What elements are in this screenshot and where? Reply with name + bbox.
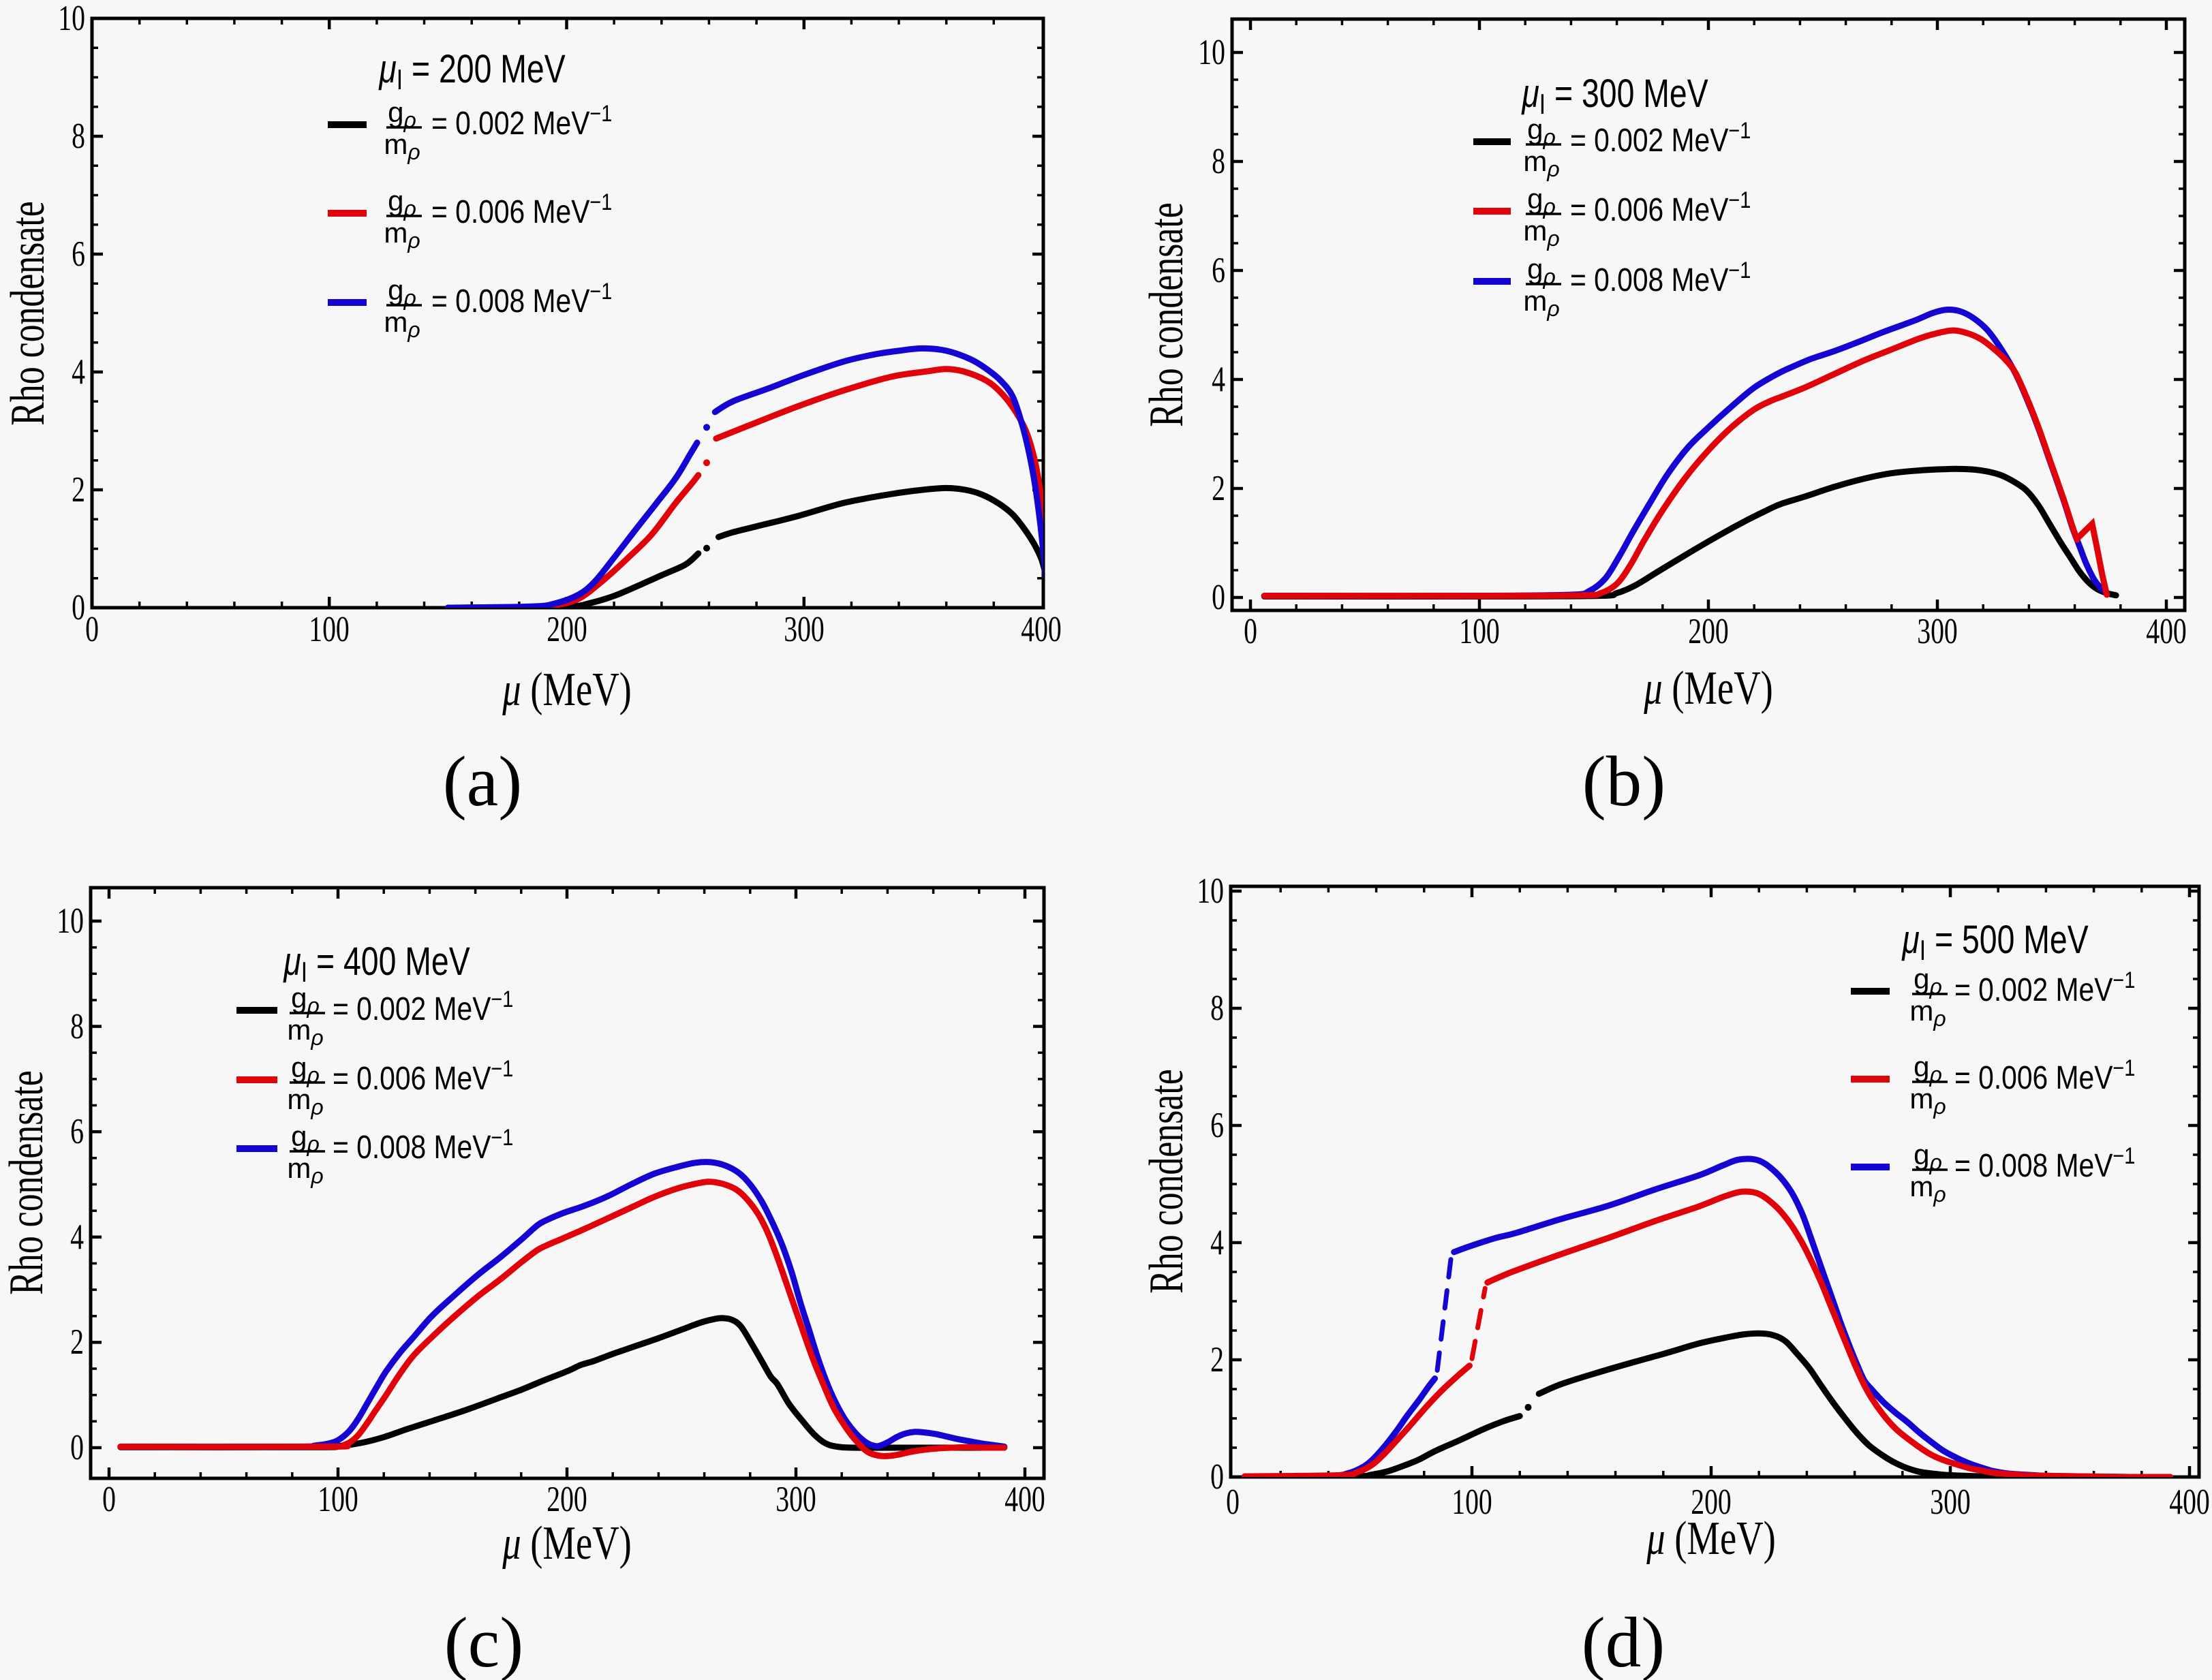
svg-text:mρ: mρ xyxy=(1909,1083,1946,1119)
svg-text:400: 400 xyxy=(1004,1480,1045,1520)
svg-text:6: 6 xyxy=(70,1112,84,1152)
svg-text:mρ: mρ xyxy=(287,1083,323,1119)
svg-text:= 0.002 MeV−1: = 0.002 MeV−1 xyxy=(333,986,513,1027)
svg-text:mρ: mρ xyxy=(1909,995,1946,1031)
svg-text:(c): (c) xyxy=(444,1602,524,1680)
svg-text:gρ: gρ xyxy=(1527,253,1556,289)
svg-text:100: 100 xyxy=(309,610,350,650)
svg-text:μ (MeV): μ (MeV) xyxy=(1646,1512,1775,1565)
svg-text:400: 400 xyxy=(1021,610,1062,650)
svg-text:gρ: gρ xyxy=(388,96,416,132)
svg-text:2: 2 xyxy=(72,470,85,510)
svg-text:0: 0 xyxy=(1244,612,1257,652)
svg-text:100: 100 xyxy=(1459,612,1500,652)
svg-text:= 0.002 MeV−1: = 0.002 MeV−1 xyxy=(1954,967,2135,1008)
svg-text:gρ: gρ xyxy=(291,1051,320,1087)
svg-text:gρ: gρ xyxy=(1527,113,1556,149)
svg-text:200: 200 xyxy=(547,610,587,650)
svg-text:gρ: gρ xyxy=(291,982,320,1018)
svg-text:gρ: gρ xyxy=(1914,1138,1942,1175)
svg-text:8: 8 xyxy=(72,116,85,157)
svg-text:gρ: gρ xyxy=(291,1120,320,1156)
svg-text:200: 200 xyxy=(1688,612,1729,652)
svg-text:4: 4 xyxy=(1212,360,1225,400)
svg-text:6: 6 xyxy=(1210,1106,1224,1146)
svg-text:400: 400 xyxy=(2146,612,2187,652)
svg-text:mρ: mρ xyxy=(384,306,420,342)
svg-text:0: 0 xyxy=(72,588,85,628)
svg-text:8: 8 xyxy=(1210,989,1224,1029)
svg-text:0: 0 xyxy=(70,1428,84,1468)
svg-text:gρ: gρ xyxy=(1914,963,1942,999)
svg-text:gρ: gρ xyxy=(1527,183,1556,219)
svg-text:8: 8 xyxy=(70,1007,84,1047)
svg-text:8: 8 xyxy=(1212,142,1225,182)
svg-text:6: 6 xyxy=(72,234,85,275)
svg-text:mρ: mρ xyxy=(384,217,420,253)
svg-text:μI = 200 MeV: μI = 200 MeV xyxy=(378,47,566,96)
svg-text:300: 300 xyxy=(784,610,825,650)
svg-text:= 0.008 MeV−1: = 0.008 MeV−1 xyxy=(1570,257,1751,298)
svg-text:(a): (a) xyxy=(443,741,523,821)
svg-text:mρ: mρ xyxy=(287,1152,323,1188)
svg-text:μ (MeV): μ (MeV) xyxy=(502,1516,631,1570)
svg-text:2: 2 xyxy=(70,1322,84,1363)
svg-text:4: 4 xyxy=(1210,1223,1224,1263)
svg-text:= 0.008 MeV−1: = 0.008 MeV−1 xyxy=(1954,1142,2135,1184)
svg-text:Rho condensate: Rho condensate xyxy=(1140,202,1193,427)
svg-text:(d): (d) xyxy=(1582,1602,1665,1680)
svg-text:= 0.006 MeV−1: = 0.006 MeV−1 xyxy=(1954,1055,2135,1096)
svg-text:μ (MeV): μ (MeV) xyxy=(1643,662,1772,715)
svg-text:= 0.002 MeV−1: = 0.002 MeV−1 xyxy=(431,100,612,142)
svg-text:4: 4 xyxy=(70,1217,84,1258)
svg-text:μ (MeV): μ (MeV) xyxy=(502,663,631,716)
svg-text:gρ: gρ xyxy=(388,274,416,310)
svg-text:10: 10 xyxy=(58,0,85,38)
svg-text:400: 400 xyxy=(2169,1482,2210,1523)
svg-text:300: 300 xyxy=(1930,1482,1971,1523)
svg-text:mρ: mρ xyxy=(1523,215,1559,251)
svg-text:10: 10 xyxy=(1198,33,1225,73)
svg-text:100: 100 xyxy=(318,1480,358,1520)
svg-text:μI = 500 MeV: μI = 500 MeV xyxy=(1901,918,2089,967)
svg-text:= 0.006 MeV−1: = 0.006 MeV−1 xyxy=(333,1055,513,1097)
svg-text:0: 0 xyxy=(102,1480,116,1520)
svg-text:= 0.008 MeV−1: = 0.008 MeV−1 xyxy=(431,278,612,320)
svg-text:0: 0 xyxy=(1210,1457,1224,1497)
svg-text:mρ: mρ xyxy=(1909,1170,1946,1207)
svg-text:gρ: gρ xyxy=(388,185,416,221)
svg-text:mρ: mρ xyxy=(384,128,420,164)
svg-text:= 0.008 MeV−1: = 0.008 MeV−1 xyxy=(333,1124,513,1166)
svg-text:0: 0 xyxy=(1226,1482,1240,1523)
svg-text:100: 100 xyxy=(1451,1482,1492,1523)
svg-text:Rho condensate: Rho condensate xyxy=(1140,1069,1193,1294)
svg-text:200: 200 xyxy=(1691,1482,1732,1523)
svg-text:mρ: mρ xyxy=(287,1014,323,1050)
svg-text:mρ: mρ xyxy=(1523,285,1559,321)
svg-text:6: 6 xyxy=(1212,251,1225,291)
svg-text:0: 0 xyxy=(85,610,99,650)
svg-text:200: 200 xyxy=(547,1480,587,1520)
svg-text:10: 10 xyxy=(57,901,84,942)
svg-text:gρ: gρ xyxy=(1914,1051,1942,1087)
svg-text:= 0.002 MeV−1: = 0.002 MeV−1 xyxy=(1570,117,1751,159)
svg-text:μI = 400 MeV: μI = 400 MeV xyxy=(283,939,470,989)
svg-text:300: 300 xyxy=(1917,612,1958,652)
svg-text:= 0.006 MeV−1: = 0.006 MeV−1 xyxy=(1570,187,1751,228)
svg-text:mρ: mρ xyxy=(1523,145,1559,181)
svg-text:(b): (b) xyxy=(1582,741,1665,821)
svg-text:2: 2 xyxy=(1212,469,1225,509)
svg-text:μI = 300 MeV: μI = 300 MeV xyxy=(1521,72,1708,121)
svg-text:= 0.006 MeV−1: = 0.006 MeV−1 xyxy=(431,189,612,230)
svg-text:2: 2 xyxy=(1210,1340,1224,1380)
svg-text:10: 10 xyxy=(1197,871,1224,912)
svg-text:0: 0 xyxy=(1212,578,1225,618)
svg-text:Rho condensate: Rho condensate xyxy=(1,201,55,426)
svg-text:300: 300 xyxy=(775,1480,816,1520)
svg-text:4: 4 xyxy=(72,352,85,392)
svg-text:Rho condensate: Rho condensate xyxy=(0,1070,53,1295)
